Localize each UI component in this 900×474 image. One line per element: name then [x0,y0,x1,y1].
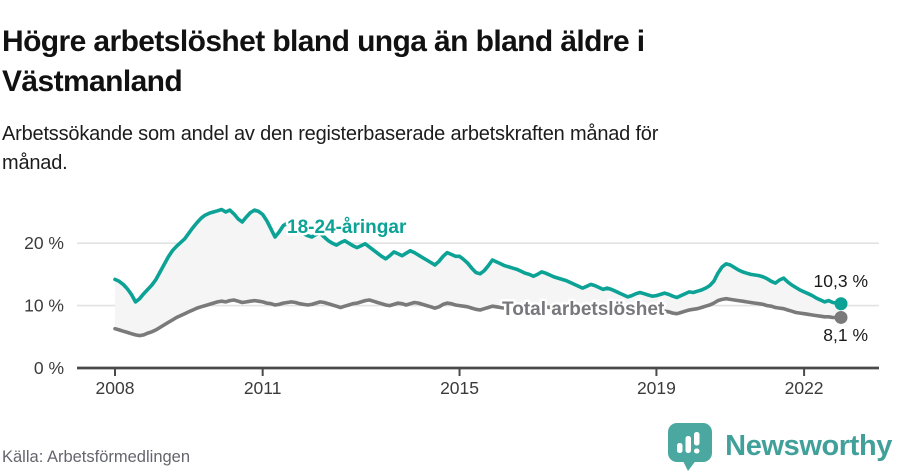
x-tick-label: 2008 [96,378,135,398]
chart-title-line-2: Västmanland [2,65,183,99]
series-label-total: Total arbetslöshet [502,299,665,320]
newsworthy-logo[interactable]: Newsworthy [666,421,892,471]
x-tick-label: 2019 [637,378,676,398]
logo-speech-bubble-icon [668,423,713,471]
chart-title: Högre arbetslöshet bland unga än bland ä… [2,22,898,102]
x-tick-label: 2022 [785,378,824,398]
x-ticks [114,368,806,376]
end-value-total: 8,1 % [823,325,868,345]
y-tick-label-10: 10 % [24,296,64,316]
area-fill [115,209,841,336]
source-note: Källa: Arbetsförmedlingen [2,448,191,466]
youth-end-dot [834,297,848,311]
chart-subtitle-line-2: månad. [2,152,68,174]
total-line [113,296,843,338]
chart-subtitle-line-1: Arbetssökande som andel av den registerb… [2,123,659,145]
y-tick-label-20: 20 % [24,233,64,253]
x-tick-label: 2015 [440,378,479,398]
y-tick-label-0: 0 % [34,358,64,378]
chart-title-line-1: Högre arbetslöshet bland unga än bland ä… [2,25,645,59]
end-value-youth: 10,3 % [814,271,868,291]
logo-wordmark: Newsworthy [725,429,892,462]
series-label-youth: 18-24-åringar [287,217,407,238]
chart-area: 0 % 10 % 20 % 2008 2011 2015 2019 2022 1… [0,185,900,420]
chart-subtitle: Arbetssökande som andel av den registerb… [2,120,898,178]
youth-line [113,207,843,306]
chart-svg: 0 % 10 % 20 % 2008 2011 2015 2019 2022 1… [24,207,879,398]
x-tick-label: 2011 [244,378,282,398]
total-end-dot [834,310,848,324]
